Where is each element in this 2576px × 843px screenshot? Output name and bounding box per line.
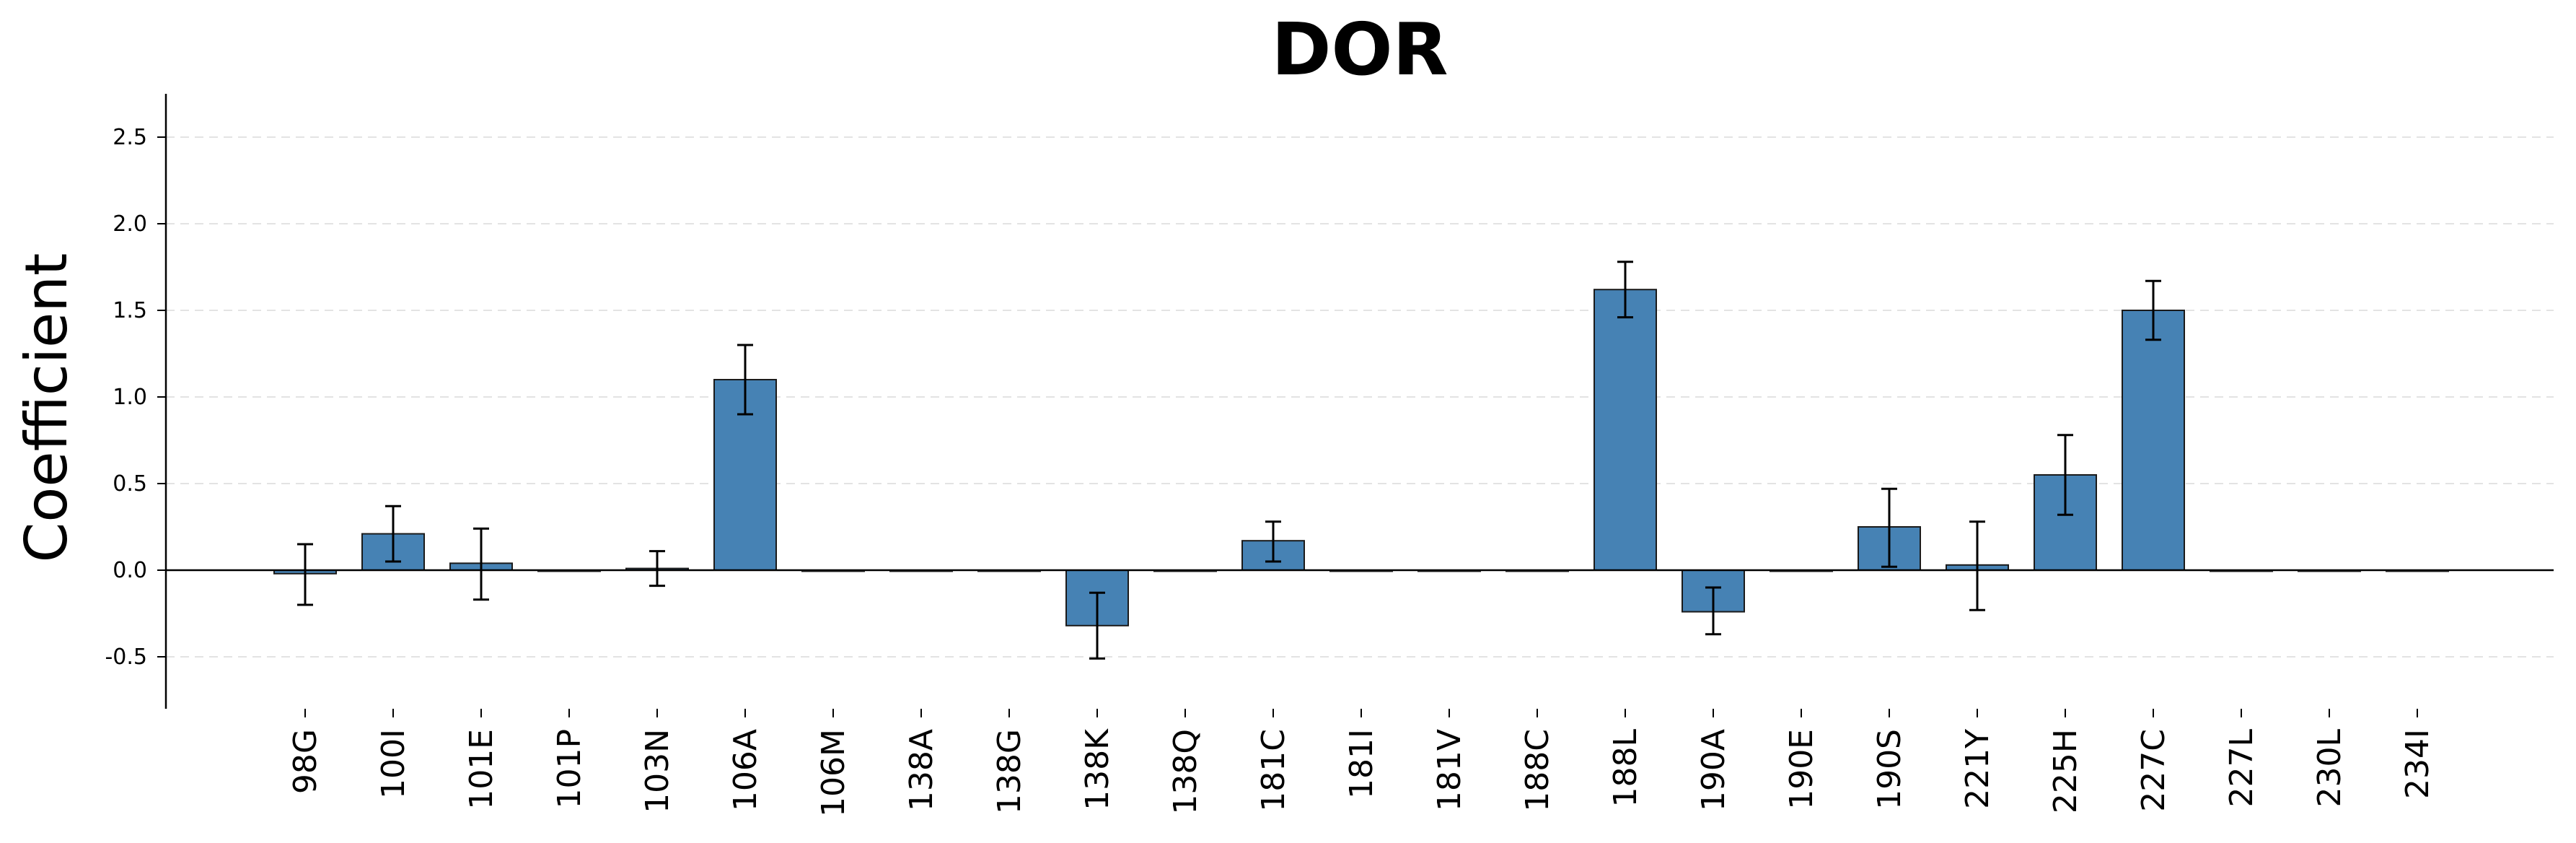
x-tick-label: 106A bbox=[727, 729, 764, 811]
x-ticks: 98G 100I 101E 101P 103N 106A 106M 138A 138G 138K 1… bbox=[287, 709, 2436, 817]
y-axis-label: Coefficient bbox=[13, 253, 80, 563]
x-tick-label: 234I bbox=[2399, 729, 2436, 799]
x-tick-label: 221Y bbox=[1959, 729, 1996, 809]
x-tick-label: 181I bbox=[1343, 729, 1380, 799]
x-tick-label: 190E bbox=[1783, 729, 1820, 810]
error-bars bbox=[297, 261, 2161, 660]
x-tick-label: 227C bbox=[2135, 729, 2172, 812]
y-ticks: -0.5 0.0 0.5 1.0 1.5 2.0 2.5 bbox=[105, 125, 166, 670]
x-tick-label: 188C bbox=[1519, 729, 1556, 812]
x-tick-label: 101E bbox=[463, 729, 500, 810]
y-tick-label: 2.0 bbox=[113, 211, 147, 237]
x-tick-label: 181C bbox=[1255, 729, 1292, 812]
y-tick-label: 1.5 bbox=[113, 298, 147, 323]
chart-title: DOR bbox=[1271, 7, 1448, 92]
bar bbox=[2122, 310, 2185, 571]
x-tick-label: 190S bbox=[1871, 729, 1908, 810]
x-tick-label: 98G bbox=[287, 729, 324, 794]
x-tick-label: 188L bbox=[1607, 729, 1644, 808]
x-tick-label: 138Q bbox=[1167, 729, 1204, 815]
x-tick-label: 181V bbox=[1431, 729, 1468, 811]
x-tick-label: 225H bbox=[2047, 729, 2084, 813]
y-tick-label: -0.5 bbox=[105, 645, 147, 670]
x-tick-label: 190A bbox=[1695, 729, 1732, 811]
x-tick-label: 227L bbox=[2223, 729, 2260, 808]
y-tick-label: 0.5 bbox=[113, 471, 147, 497]
bar bbox=[1593, 289, 1657, 571]
x-tick-label: 138G bbox=[991, 729, 1028, 814]
y-tick-label: 1.0 bbox=[113, 385, 147, 410]
x-tick-label: 106M bbox=[815, 729, 852, 817]
x-tick-label: 138K bbox=[1079, 728, 1116, 811]
bars bbox=[273, 289, 2449, 626]
y-tick-label: 2.5 bbox=[113, 125, 147, 150]
x-tick-label: 100I bbox=[375, 729, 412, 799]
x-tick-label: 101P bbox=[551, 729, 588, 809]
x-tick-label: 138A bbox=[903, 729, 940, 811]
x-tick-label: 230L bbox=[2311, 729, 2348, 808]
gridlines bbox=[166, 136, 2554, 658]
x-tick-label: 103N bbox=[639, 729, 676, 813]
y-tick-label: 0.0 bbox=[113, 558, 147, 583]
